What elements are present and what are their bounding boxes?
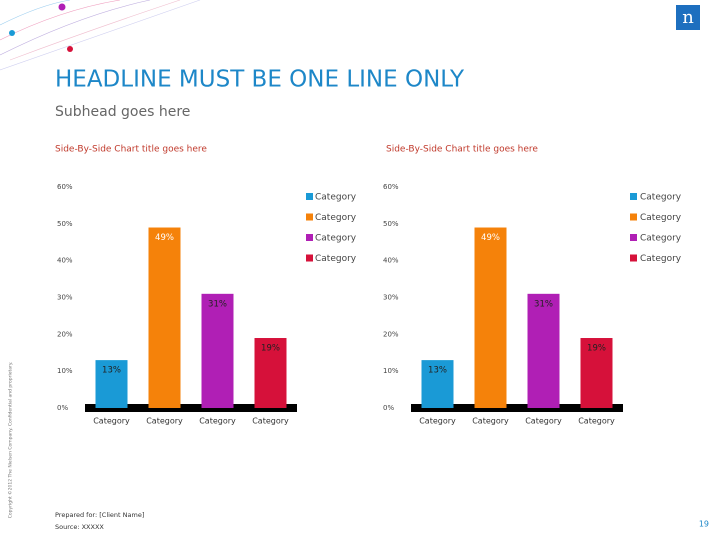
y-tick-label: 0% [57, 404, 68, 412]
bar [580, 338, 613, 408]
bar [95, 360, 128, 408]
bar [254, 338, 287, 408]
y-tick-label: 30% [57, 294, 73, 302]
x-tick-label: Category [252, 417, 289, 426]
y-tick-label: 10% [57, 367, 73, 375]
page-number: 19 [699, 520, 709, 529]
x-tick-label: Category [93, 417, 130, 426]
legend-swatch [630, 213, 637, 221]
subhead: Subhead goes here [55, 104, 190, 120]
legend-label: Category [640, 254, 682, 264]
y-tick-label: 60% [383, 183, 399, 191]
legend-swatch [306, 193, 313, 200]
chart-title: Side-By-Side Chart title goes here [55, 145, 207, 155]
value-label: 49% [155, 233, 174, 243]
legend-swatch [306, 234, 313, 241]
x-tick-label: Category [525, 417, 562, 426]
logo: n [682, 7, 694, 28]
value-label: 31% [534, 299, 553, 309]
legend-label: Category [640, 193, 682, 203]
legend-label: Category [640, 213, 682, 223]
chart-title: Side-By-Side Chart title goes here [386, 145, 538, 155]
legend-label: Category [315, 213, 357, 223]
legend-label: Category [315, 234, 357, 244]
legend-label: Category [315, 193, 357, 203]
x-tick-label: Category [578, 417, 615, 426]
bar [474, 227, 507, 408]
bar [201, 293, 234, 408]
y-tick-label: 40% [383, 257, 399, 265]
y-tick-label: 0% [383, 404, 394, 412]
value-label: 49% [481, 233, 500, 243]
legend-swatch [306, 213, 313, 221]
value-label: 13% [102, 366, 121, 376]
legend-label: Category [315, 254, 357, 264]
value-label: 19% [261, 344, 280, 354]
legend-swatch [630, 193, 637, 200]
legend-swatch [630, 234, 637, 241]
value-label: 19% [587, 344, 606, 354]
prepared-for: Prepared for: [Client Name] [55, 511, 144, 519]
bar [421, 360, 454, 408]
copyright: Copyright ©2012 The Nielsen Company. Con… [7, 362, 14, 519]
y-tick-label: 10% [383, 367, 399, 375]
source: Source: XXXXX [55, 523, 104, 531]
y-tick-label: 20% [383, 330, 399, 338]
value-label: 13% [428, 366, 447, 376]
headline: HEADLINE MUST BE ONE LINE ONLY [55, 67, 465, 93]
legend-swatch [306, 254, 313, 262]
x-axis [411, 404, 623, 412]
y-tick-label: 60% [57, 183, 73, 191]
x-tick-label: Category [146, 417, 183, 426]
legend-label: Category [640, 234, 682, 244]
y-tick-label: 30% [383, 294, 399, 302]
x-tick-label: Category [419, 417, 456, 426]
x-axis [85, 404, 297, 412]
y-tick-label: 40% [57, 257, 73, 265]
decoration [0, 0, 201, 71]
y-tick-label: 50% [383, 220, 399, 228]
bar [148, 227, 181, 408]
value-label: 31% [208, 299, 227, 309]
bar [527, 293, 560, 408]
x-tick-label: Category [199, 417, 236, 426]
logo-box [676, 5, 700, 30]
y-tick-label: 50% [57, 220, 73, 228]
legend-swatch [630, 254, 637, 262]
x-tick-label: Category [472, 417, 509, 426]
y-tick-label: 20% [57, 330, 73, 338]
